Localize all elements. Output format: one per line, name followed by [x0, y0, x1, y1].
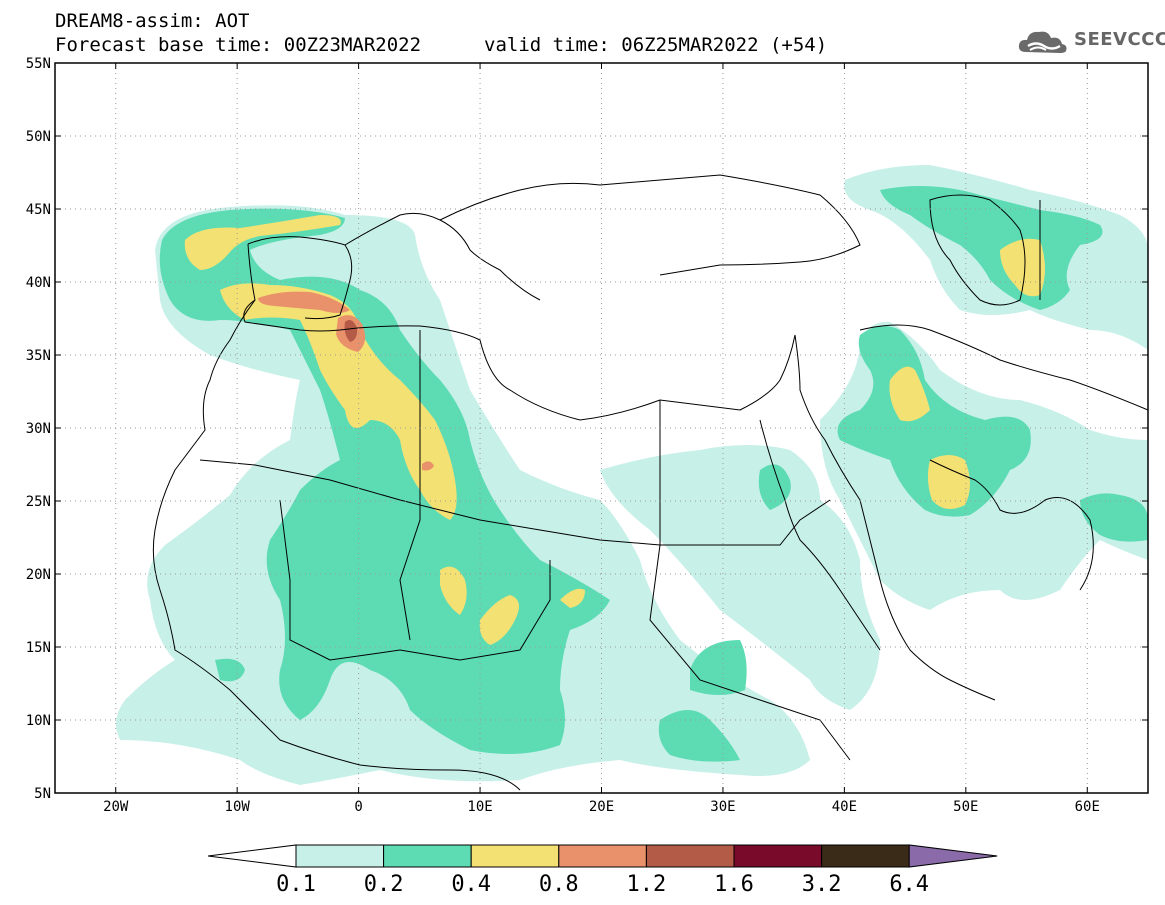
- lon-label: 20W: [103, 799, 129, 815]
- colorbar-segment: [733, 844, 823, 868]
- cloud-icon: [1018, 31, 1067, 53]
- colorbar: 0.1 0.2 0.4 0.8 1.2 1.6 3.2 6.4: [207, 844, 998, 897]
- latitude-labels: 55N 50N 45N 40N 35N 30N 25N 20N 15N 10N 5N: [26, 56, 51, 802]
- lat-label: 10N: [26, 713, 51, 729]
- colorbar-segment: [470, 844, 560, 868]
- lat-label: 55N: [26, 56, 51, 72]
- seevccc-logo: SEEVCCC: [1016, 26, 1165, 56]
- colorbar-segment: [558, 844, 647, 868]
- colorbar-segment: [821, 844, 910, 868]
- lat-label: 25N: [26, 494, 51, 510]
- axis-ticks: [55, 62, 1148, 794]
- base-time-label: Forecast base time: 00Z23MAR2022: [55, 34, 422, 56]
- lon-label: 10W: [225, 799, 251, 815]
- colorbar-label: 0.2: [364, 872, 404, 897]
- logo-text: SEEVCCC: [1074, 29, 1165, 50]
- colorbar-label: 0.8: [539, 872, 579, 897]
- colorbar-segment: [383, 844, 472, 868]
- colorbar-upper-arrow: [908, 844, 998, 868]
- lon-label: 30E: [710, 799, 735, 815]
- lat-label: 45N: [26, 202, 51, 218]
- colorbar-segment: [645, 844, 735, 868]
- lat-label: 50N: [26, 129, 51, 145]
- lat-label: 5N: [34, 786, 51, 802]
- lat-label: 35N: [26, 348, 51, 364]
- longitude-labels: 20W 10W 0 10E 20E 30E 40E 50E 60E: [103, 799, 1100, 815]
- lon-label: 60E: [1075, 799, 1100, 815]
- colorbar-segment: [295, 844, 385, 868]
- coastlines: [152, 174, 1148, 791]
- colorbar-label: 0.4: [451, 872, 491, 897]
- lat-label: 40N: [26, 275, 51, 291]
- colorbar-label: 1.6: [714, 872, 754, 897]
- colorbar-label: 1.2: [627, 872, 667, 897]
- lon-label: 10E: [467, 799, 492, 815]
- colorbar-lower-arrow: [207, 844, 297, 868]
- lon-label: 20E: [589, 799, 614, 815]
- lon-label: 40E: [832, 799, 857, 815]
- lat-label: 20N: [26, 567, 51, 583]
- colorbar-label: 3.2: [802, 872, 842, 897]
- aot-field: [116, 165, 1148, 785]
- colorbar-label: 6.4: [889, 872, 929, 897]
- valid-time-label: valid time: 06Z25MAR2022 (+54): [484, 34, 828, 56]
- map-title: DREAM8-assim: AOT: [55, 10, 250, 32]
- graticule: [55, 63, 1148, 793]
- lat-label: 15N: [26, 640, 51, 656]
- lon-label: 50E: [953, 799, 978, 815]
- lat-label: 30N: [26, 421, 51, 437]
- lon-label: 0: [354, 799, 362, 815]
- colorbar-label: 0.1: [276, 872, 316, 897]
